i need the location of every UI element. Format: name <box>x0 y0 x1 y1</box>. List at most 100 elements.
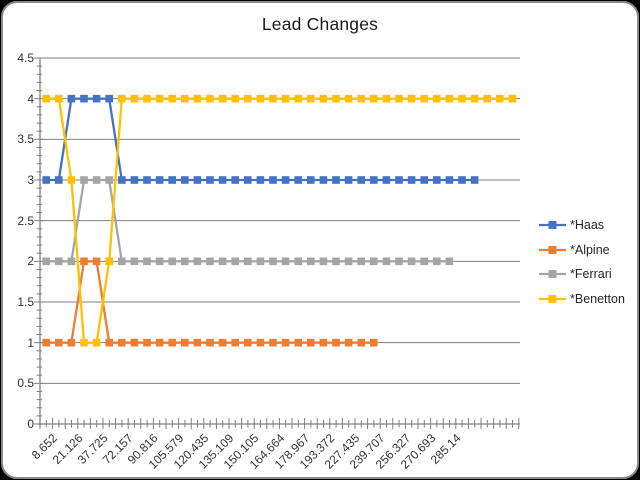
series-marker-alpine[interactable] <box>332 338 340 347</box>
series-marker-benetton[interactable] <box>206 94 214 103</box>
series-marker-haas[interactable] <box>307 176 315 184</box>
series-marker-haas[interactable] <box>470 176 479 184</box>
series-marker-alpine[interactable] <box>357 338 365 347</box>
series-marker-benetton[interactable] <box>357 94 365 103</box>
series-marker-alpine[interactable] <box>244 338 252 347</box>
series-marker-benetton[interactable] <box>496 94 504 103</box>
series-marker-haas[interactable] <box>256 176 265 184</box>
series-marker-ferrari[interactable] <box>294 257 302 266</box>
series-marker-haas[interactable] <box>407 176 416 184</box>
series-marker-benetton[interactable] <box>143 94 151 103</box>
series-marker-haas[interactable] <box>80 94 88 103</box>
series-marker-benetton[interactable] <box>294 94 302 103</box>
series-marker-benetton[interactable] <box>395 94 403 103</box>
series-marker-haas[interactable] <box>55 176 63 184</box>
series-marker-haas[interactable] <box>181 176 189 184</box>
series-marker-alpine[interactable] <box>55 338 63 347</box>
series-marker-ferrari[interactable] <box>281 257 290 266</box>
series-marker-alpine[interactable] <box>281 338 290 347</box>
series-marker-haas[interactable] <box>105 94 113 103</box>
series-marker-alpine[interactable] <box>130 338 139 347</box>
series-marker-ferrari[interactable] <box>445 257 454 266</box>
series-marker-alpine[interactable] <box>105 338 113 347</box>
series-marker-benetton[interactable] <box>193 94 202 103</box>
series-marker-ferrari[interactable] <box>319 257 328 266</box>
legend-item-haas[interactable]: *Haas <box>539 218 625 232</box>
series-marker-haas[interactable] <box>433 176 441 184</box>
series-marker-haas[interactable] <box>168 176 176 184</box>
series-marker-benetton[interactable] <box>105 257 113 266</box>
series-marker-alpine[interactable] <box>80 257 88 266</box>
series-marker-benetton[interactable] <box>407 94 416 103</box>
series-marker-ferrari[interactable] <box>55 257 63 266</box>
series-marker-benetton[interactable] <box>370 94 378 103</box>
series-marker-ferrari[interactable] <box>218 257 227 266</box>
series-marker-haas[interactable] <box>420 176 428 184</box>
series-marker-benetton[interactable] <box>155 94 164 103</box>
series-marker-benetton[interactable] <box>332 94 340 103</box>
series-marker-benetton[interactable] <box>181 94 189 103</box>
series-marker-benetton[interactable] <box>118 94 126 103</box>
series-marker-alpine[interactable] <box>206 338 214 347</box>
series-marker-ferrari[interactable] <box>92 176 101 184</box>
series-marker-ferrari[interactable] <box>118 257 126 266</box>
series-marker-benetton[interactable] <box>92 338 101 347</box>
series-marker-benetton[interactable] <box>470 94 479 103</box>
series-marker-ferrari[interactable] <box>67 257 76 266</box>
series-marker-ferrari[interactable] <box>168 257 176 266</box>
series-marker-haas[interactable] <box>92 94 101 103</box>
series-marker-alpine[interactable] <box>256 338 265 347</box>
series-marker-ferrari[interactable] <box>357 257 365 266</box>
series-haas[interactable] <box>42 94 479 184</box>
series-marker-haas[interactable] <box>458 176 466 184</box>
series-marker-benetton[interactable] <box>168 94 176 103</box>
series-marker-benetton[interactable] <box>483 94 491 103</box>
series-marker-alpine[interactable] <box>92 257 101 266</box>
series-marker-haas[interactable] <box>357 176 365 184</box>
series-marker-haas[interactable] <box>67 94 76 103</box>
series-marker-ferrari[interactable] <box>42 257 50 266</box>
series-marker-ferrari[interactable] <box>370 257 378 266</box>
series-marker-ferrari[interactable] <box>307 257 315 266</box>
series-marker-benetton[interactable] <box>344 94 353 103</box>
series-marker-ferrari[interactable] <box>155 257 164 266</box>
series-marker-ferrari[interactable] <box>244 257 252 266</box>
series-marker-alpine[interactable] <box>344 338 353 347</box>
series-marker-haas[interactable] <box>206 176 214 184</box>
series-marker-ferrari[interactable] <box>193 257 202 266</box>
series-marker-haas[interactable] <box>269 176 277 184</box>
series-alpine[interactable] <box>42 257 378 347</box>
series-marker-ferrari[interactable] <box>80 176 88 184</box>
series-marker-benetton[interactable] <box>218 94 227 103</box>
series-marker-benetton[interactable] <box>80 338 88 347</box>
series-marker-ferrari[interactable] <box>382 257 391 266</box>
series-marker-ferrari[interactable] <box>332 257 340 266</box>
series-marker-haas[interactable] <box>281 176 290 184</box>
series-marker-benetton[interactable] <box>433 94 441 103</box>
series-marker-haas[interactable] <box>332 176 340 184</box>
series-marker-alpine[interactable] <box>193 338 202 347</box>
series-marker-benetton[interactable] <box>319 94 328 103</box>
series-marker-benetton[interactable] <box>55 94 63 103</box>
series-marker-benetton[interactable] <box>244 94 252 103</box>
series-marker-ferrari[interactable] <box>105 176 113 184</box>
series-marker-benetton[interactable] <box>420 94 428 103</box>
series-marker-ferrari[interactable] <box>433 257 441 266</box>
series-marker-ferrari[interactable] <box>130 257 139 266</box>
series-marker-alpine[interactable] <box>143 338 151 347</box>
series-marker-haas[interactable] <box>395 176 403 184</box>
series-marker-haas[interactable] <box>218 176 227 184</box>
series-marker-benetton[interactable] <box>42 94 50 103</box>
series-marker-alpine[interactable] <box>231 338 239 347</box>
series-marker-benetton[interactable] <box>67 176 76 184</box>
series-marker-ferrari[interactable] <box>407 257 416 266</box>
series-marker-ferrari[interactable] <box>256 257 265 266</box>
series-marker-haas[interactable] <box>294 176 302 184</box>
legend-item-alpine[interactable]: *Alpine <box>539 243 625 257</box>
series-marker-haas[interactable] <box>130 176 139 184</box>
series-benetton[interactable] <box>42 94 517 347</box>
series-marker-alpine[interactable] <box>42 338 50 347</box>
legend-item-ferrari[interactable]: *Ferrari <box>539 267 625 281</box>
series-marker-haas[interactable] <box>370 176 378 184</box>
series-marker-haas[interactable] <box>231 176 239 184</box>
